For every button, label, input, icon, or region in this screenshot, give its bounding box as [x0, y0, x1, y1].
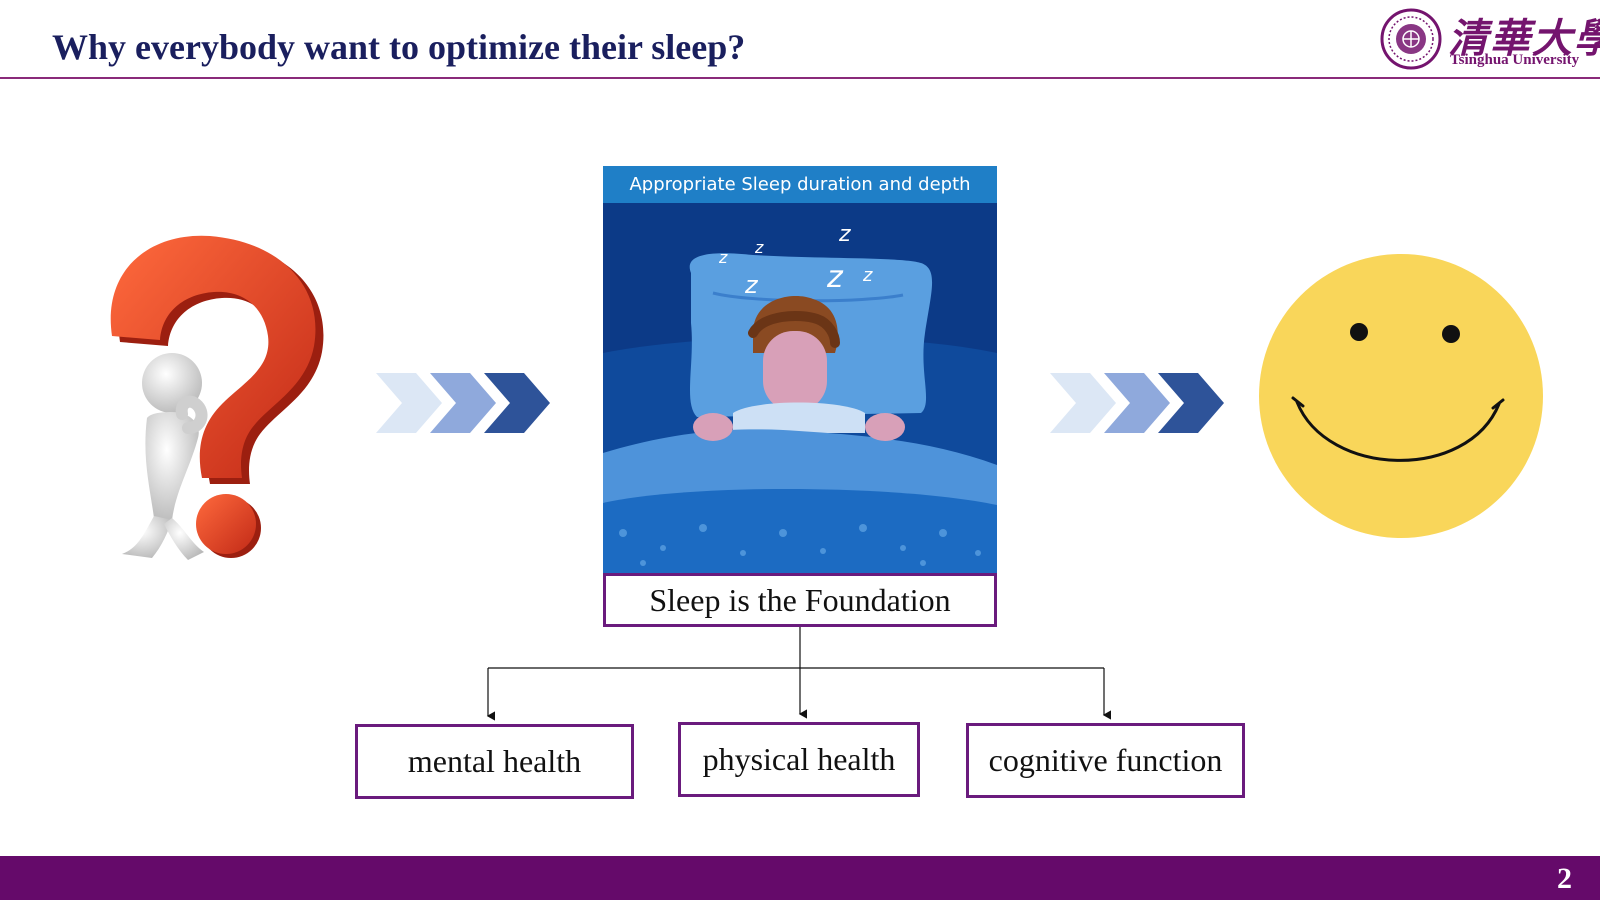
sleep-z: z [826, 260, 844, 295]
sleep-z: z [744, 271, 759, 299]
sleeping-person-illustration: z z z z z z [603, 203, 997, 574]
sleep-z: z [718, 248, 728, 267]
chevron-arrows-right-icon [1050, 373, 1224, 433]
logo-english-name: Tsinghua University [1450, 52, 1580, 68]
outcome-box-mental-health: mental health [355, 724, 634, 799]
university-logo: 清華大學 Tsinghua University [1380, 6, 1600, 72]
footer-bar: 2 [0, 856, 1600, 900]
logo-chinese-name: 清華大學 [1448, 15, 1600, 62]
sleep-z: z [754, 238, 764, 257]
page-number: 2 [1557, 862, 1572, 895]
header-divider [0, 77, 1600, 79]
tsinghua-seal-icon [1380, 8, 1442, 70]
smiley-face-icon [1259, 254, 1543, 538]
sleep-illustration-panel: Appropriate Sleep duration and depth z z [603, 166, 997, 574]
sleep-z: z [838, 222, 851, 247]
chevron-arrows-left-icon [376, 373, 550, 433]
slide-title: Why everybody want to optimize their sle… [52, 27, 746, 67]
outcome-box-cognitive-function: cognitive function [966, 723, 1245, 798]
foundation-box: Sleep is the Foundation [603, 573, 997, 627]
sleep-z: z [862, 265, 873, 286]
panel-header: Appropriate Sleep duration and depth [603, 166, 997, 203]
thinking-figure-question-mark-icon [110, 235, 324, 560]
outcome-box-physical-health: physical health [678, 722, 920, 797]
